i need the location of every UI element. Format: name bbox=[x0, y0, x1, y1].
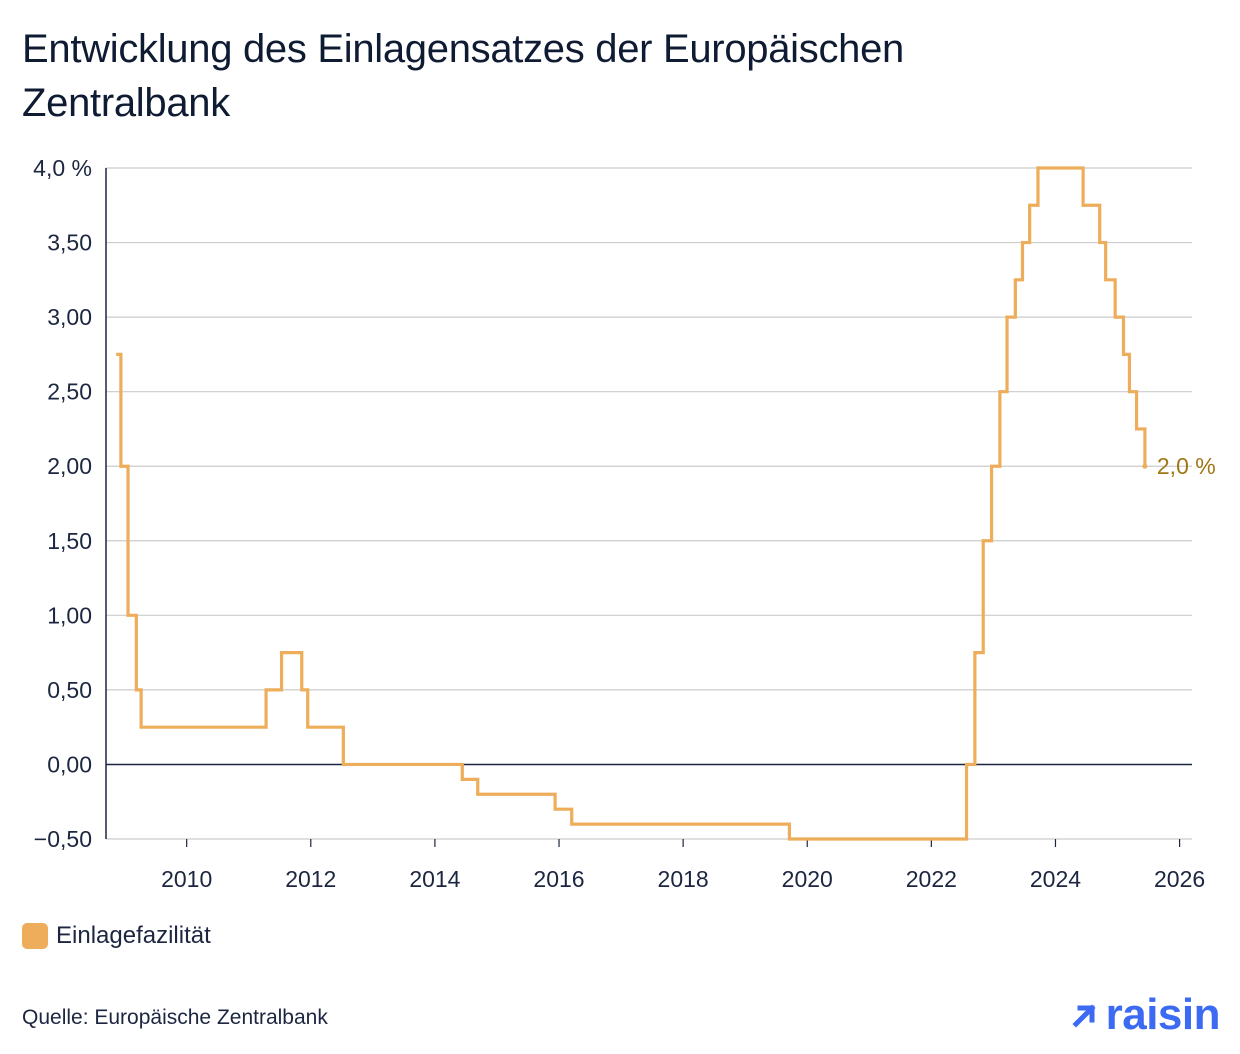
chart-title: Entwicklung des Einlagensatzes der Europ… bbox=[22, 27, 904, 125]
series-line-einlagefazilitaet bbox=[116, 166, 1147, 841]
x-tick-label: 2024 bbox=[1030, 866, 1081, 892]
arrow-up-right-icon bbox=[1072, 1004, 1096, 1028]
axis-layer: 4,0 % 3,50 3,00 2,50 2,00 1,50 1,00 0,50 0,00 −0,… bbox=[33, 155, 1205, 892]
y-tick-label: 2,00 bbox=[47, 453, 92, 479]
chart-area: 4,0 % 3,50 3,00 2,50 2,00 1,50 1,00 0,50 0,00 −0,… bbox=[33, 155, 1216, 892]
logo-text: raisin bbox=[1105, 990, 1221, 1039]
legend: Einlagefazilität bbox=[22, 922, 211, 950]
y-tick-label: 2,50 bbox=[47, 379, 92, 405]
y-tick-label: 1,50 bbox=[47, 528, 92, 554]
x-tick-label: 2016 bbox=[533, 866, 584, 892]
x-tick-label: 2010 bbox=[161, 866, 212, 892]
series-end-point bbox=[1142, 463, 1148, 469]
y-tick-label: 0,50 bbox=[47, 677, 92, 703]
y-tick-label: 3,00 bbox=[47, 304, 92, 330]
x-tick-label: 2014 bbox=[409, 866, 460, 892]
source-note: Quelle: Europäische Zentralbank bbox=[22, 1006, 328, 1029]
label-layer: 2,0 % bbox=[1157, 453, 1216, 479]
x-tick-label: 2020 bbox=[782, 866, 833, 892]
y-tick-label: −0,50 bbox=[34, 826, 92, 852]
y-tick-label: 0,00 bbox=[47, 751, 92, 777]
y-tick-label: 4,0 % bbox=[33, 155, 92, 181]
x-tick-label: 2018 bbox=[658, 866, 709, 892]
y-tick-label: 1,00 bbox=[47, 602, 92, 628]
x-tick-label: 2012 bbox=[285, 866, 336, 892]
legend-swatch bbox=[22, 923, 48, 949]
y-tick-label: 3,50 bbox=[47, 230, 92, 256]
legend-label: Einlagefazilität bbox=[56, 922, 211, 949]
x-tick-label: 2026 bbox=[1154, 866, 1205, 892]
raisin-logo[interactable]: raisin bbox=[1070, 990, 1221, 1040]
x-tick-label: 2022 bbox=[906, 866, 957, 892]
series-layer bbox=[116, 166, 1148, 841]
end-value-label: 2,0 % bbox=[1157, 453, 1216, 479]
grid-layer bbox=[106, 167, 1192, 840]
